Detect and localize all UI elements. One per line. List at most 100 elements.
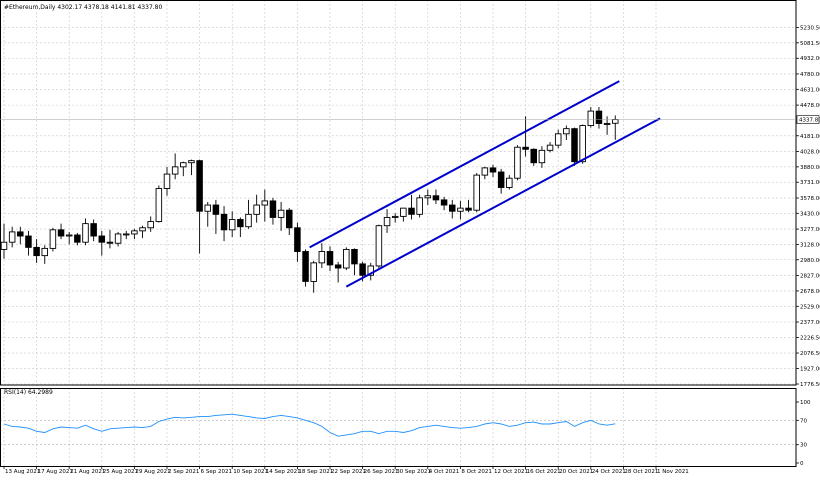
candle xyxy=(481,166,489,180)
candle-body-bull xyxy=(65,234,73,237)
candle-body-bull xyxy=(82,223,89,243)
price-tick-label: 2529.00 xyxy=(800,304,820,310)
candle-body-bull xyxy=(228,219,236,231)
candle xyxy=(489,164,497,178)
date-tick-label: 2 Sep 2021 xyxy=(168,469,199,475)
candle-body-bull xyxy=(424,195,432,199)
candle xyxy=(497,168,505,194)
candle xyxy=(277,201,285,231)
candle-body-bull xyxy=(114,233,122,244)
candle xyxy=(188,159,195,176)
candle xyxy=(579,124,586,164)
date-tick-label: 4 Oct 2021 xyxy=(429,469,460,475)
date-tick-label: 21 Aug 2021 xyxy=(70,469,105,475)
candle xyxy=(432,189,440,205)
candle-body-bull xyxy=(163,173,171,189)
candle-body-bull xyxy=(367,265,375,276)
rsi-header: RSI(14) 64.2989 xyxy=(4,389,53,396)
date-tick-label: 14 Sep 2021 xyxy=(266,469,301,475)
candle xyxy=(318,243,326,269)
candle xyxy=(220,206,228,242)
candle-body-bull xyxy=(473,174,480,211)
candle xyxy=(131,228,138,240)
candle-body-bear xyxy=(196,160,203,212)
date-tick-label: 13 Aug 2021 xyxy=(5,469,40,475)
candle xyxy=(375,224,383,270)
candle xyxy=(163,166,171,196)
candle-body-bull xyxy=(139,227,146,232)
candle-body-bull xyxy=(400,207,407,217)
candle xyxy=(391,213,399,223)
candle-body-bear xyxy=(220,213,228,231)
date-tick-label: 8 Oct 2021 xyxy=(461,469,492,475)
candle-body-bull xyxy=(481,167,489,176)
candle-body-bull xyxy=(603,123,611,125)
candle-body-bear xyxy=(269,200,277,218)
candle-body-bear xyxy=(440,199,448,206)
price-tick-label: 2076.50 xyxy=(800,351,820,357)
candle xyxy=(538,146,546,168)
candle xyxy=(326,246,334,272)
candle-body-bull xyxy=(253,204,260,215)
candle-body-bear xyxy=(57,229,65,237)
rsi-tick-label: 70 xyxy=(800,418,807,424)
price-tick-label: 3880.00 xyxy=(800,165,820,171)
date-tick-label: 6 Sep 2021 xyxy=(201,469,232,475)
candle xyxy=(334,261,342,283)
candle-body-bull xyxy=(310,262,317,282)
regression-channel xyxy=(309,80,661,288)
current-price-tag-box xyxy=(796,115,820,124)
candle-body-bear xyxy=(33,246,40,257)
price-tick-label: 2980.00 xyxy=(800,258,820,264)
candle xyxy=(302,249,309,287)
channel-lower-line xyxy=(345,117,661,288)
candle-body-bull xyxy=(277,209,285,218)
candle xyxy=(57,223,65,240)
candle xyxy=(286,208,293,235)
price-tick-label: 1776.50 xyxy=(800,382,820,388)
candle xyxy=(408,194,415,220)
candle-body-bear xyxy=(25,235,32,248)
candle xyxy=(65,231,73,245)
chart-symbol-header: #Ethereum,Daily 4302.17 4378.18 4141.81 … xyxy=(4,4,162,11)
candle-body-bull xyxy=(554,133,562,146)
candle xyxy=(563,125,570,141)
candle-body-bull xyxy=(587,110,595,127)
candle xyxy=(294,222,301,262)
candle xyxy=(473,173,480,213)
date-tick-label: 17 Aug 2021 xyxy=(38,469,73,475)
date-tick-label: 22 Sep 2021 xyxy=(331,469,366,475)
date-tick-label: 25 Aug 2021 xyxy=(103,469,138,475)
candle-body-bull xyxy=(0,241,8,250)
candle-body-bear xyxy=(294,227,301,252)
candle xyxy=(571,127,578,166)
candle xyxy=(33,239,40,263)
candle-body-bull xyxy=(506,177,513,188)
candle-body-bull xyxy=(204,204,211,212)
candle-body-bear xyxy=(449,204,456,212)
candlesticks xyxy=(0,106,619,293)
price-tick-label: 5230.50 xyxy=(800,25,820,31)
price-tick-label: 5081.50 xyxy=(800,41,820,47)
candle xyxy=(180,161,187,177)
price-frame xyxy=(0,0,797,386)
price-tick-label: 4478.00 xyxy=(800,103,820,109)
candle-body-bear xyxy=(351,248,358,265)
candle xyxy=(114,231,122,247)
candle xyxy=(416,194,423,218)
date-tick-label: 20 Oct 2021 xyxy=(559,469,593,475)
candle xyxy=(212,199,220,234)
price-tick-label: 4028.00 xyxy=(800,150,820,156)
date-tick-label: 24 Oct 2021 xyxy=(592,469,626,475)
candle-body-bear xyxy=(530,148,538,164)
candle xyxy=(595,106,603,129)
candle-body-bull xyxy=(579,125,586,163)
candle-body-bull xyxy=(41,247,49,257)
candle xyxy=(449,199,456,219)
candle-body-bull xyxy=(563,128,570,135)
candle xyxy=(17,226,24,245)
grid xyxy=(0,0,796,466)
candle-body-bear xyxy=(326,251,334,266)
candle xyxy=(49,227,57,252)
